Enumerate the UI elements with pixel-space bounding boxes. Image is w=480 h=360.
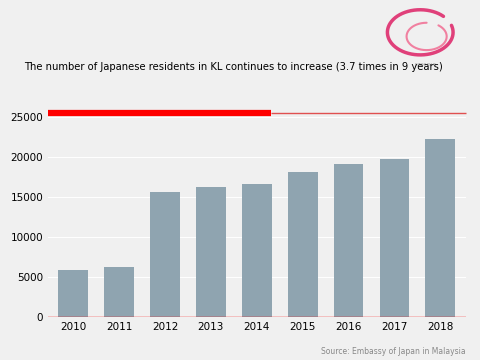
Bar (334, 164, 363, 317)
Bar (150, 192, 180, 317)
Bar (196, 187, 226, 317)
Bar (288, 172, 318, 317)
Bar (425, 139, 455, 317)
Bar (380, 159, 409, 317)
Text: JOINFO PLUS: JOINFO PLUS (414, 63, 436, 67)
Text: The number of Japanese residents in KL continues to increase (3.7 times in 9 yea: The number of Japanese residents in KL c… (24, 62, 443, 72)
Bar (104, 267, 134, 317)
Text: Source: Embassy of Japan in Malaysia: Source: Embassy of Japan in Malaysia (321, 347, 466, 356)
Bar (59, 270, 88, 317)
Bar (242, 184, 272, 317)
